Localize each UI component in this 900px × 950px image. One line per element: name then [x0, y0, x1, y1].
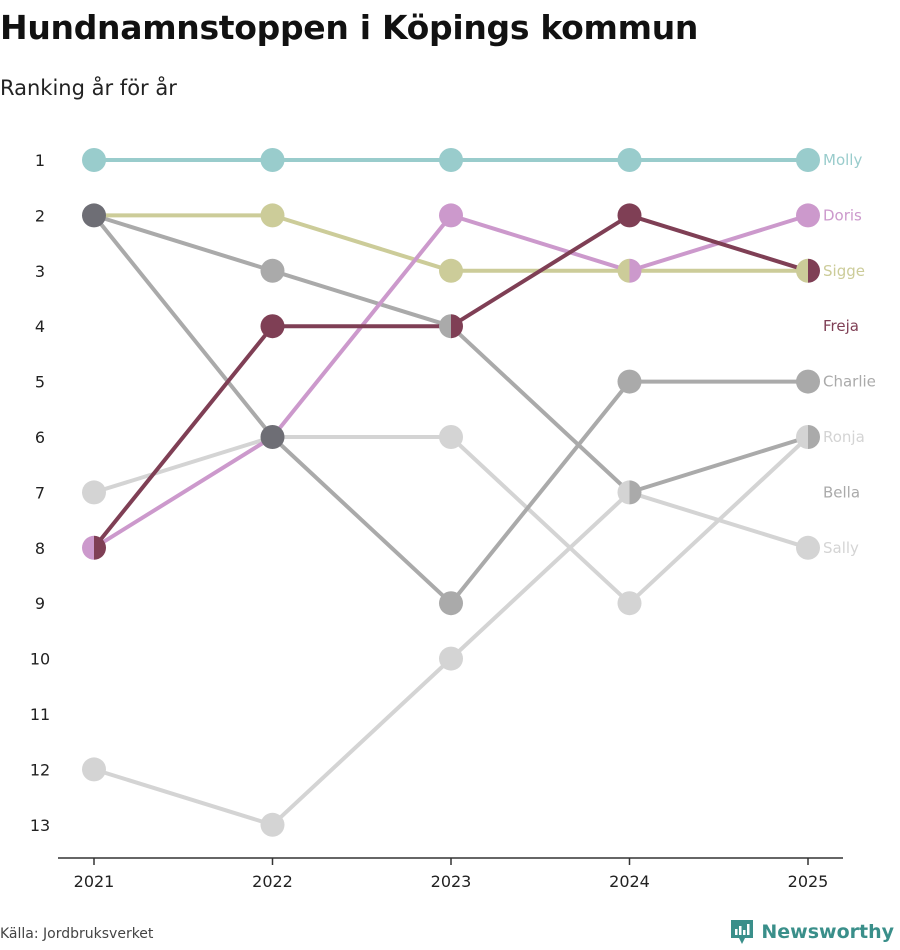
x-tick-label: 2021: [74, 872, 115, 891]
point-ronja-2022: [260, 258, 285, 283]
brand-logo[interactable]: Newsworthy: [729, 918, 894, 946]
point-sally-2022: [260, 812, 285, 837]
point-doris-2021: [82, 535, 94, 560]
point-sigge-2022: [260, 203, 285, 228]
y-tick-label: 12: [30, 760, 50, 779]
end-label-sally: Sally: [823, 539, 859, 557]
y-tick-label: 10: [30, 650, 50, 669]
x-axis: 2021 2022 2023 2024 2025: [58, 857, 843, 891]
point-ronja-2024: [629, 480, 642, 505]
y-tick-label: 7: [35, 483, 45, 502]
y-tick-label: 13: [30, 816, 50, 835]
point-charlie-2023: [439, 591, 463, 616]
end-labels: Molly Doris Sigge Freja Charlie Ronja Bella Sal…: [823, 151, 876, 557]
point-sally-2025: [796, 535, 820, 560]
point-sigge-2024: [617, 258, 630, 283]
y-tick-label: 3: [35, 262, 45, 281]
series-line-ronja: [92, 213, 810, 495]
series-points: [82, 148, 820, 837]
point-freja-2022: [260, 314, 285, 339]
x-tick-label: 2024: [609, 872, 650, 891]
point-bella-2023: [439, 425, 463, 449]
brand-name: Newsworthy: [761, 921, 894, 943]
point-sigge-2025: [796, 258, 808, 283]
end-label-freja: Freja: [823, 317, 859, 335]
point-doris-2025: [796, 203, 820, 228]
series-line-bella: [92, 435, 810, 606]
point-charlie-2024: [617, 369, 642, 394]
point-freja-2021: [94, 535, 107, 560]
end-label-molly: Molly: [823, 151, 862, 169]
point-ronja-2025: [808, 425, 820, 449]
y-tick-label: 8: [35, 539, 45, 558]
end-label-ronja: Ronja: [823, 428, 865, 446]
y-tick-label: 6: [35, 428, 45, 447]
x-tick-label: 2022: [252, 872, 293, 891]
point-molly-2024: [617, 148, 642, 172]
end-label-charlie: Charlie: [823, 373, 876, 391]
y-tick-label: 9: [35, 594, 45, 613]
point-bella-2025: [796, 425, 808, 449]
point-molly-2023: [439, 148, 463, 172]
end-label-sigge: Sigge: [823, 262, 865, 280]
point-sally-2024: [617, 480, 630, 505]
point-freja-2025: [808, 258, 820, 283]
chart-title: Hundnamnstoppen i Köpings kommun: [0, 8, 699, 47]
point-doris-2023: [439, 203, 463, 228]
y-tick-label: 2: [35, 206, 45, 225]
y-tick-label: 5: [35, 373, 45, 392]
point-charlie-2025: [796, 369, 820, 394]
newsworthy-logo-icon: [731, 920, 754, 944]
point-ronja-2023: [439, 314, 451, 339]
point-doris-2024: [629, 258, 642, 283]
y-tick-label: 4: [35, 317, 45, 336]
point-freja-2023: [451, 314, 464, 339]
end-label-doris: Doris: [823, 206, 862, 224]
point-bella-2024: [617, 591, 642, 616]
point-molly-2025: [796, 148, 820, 172]
chart-subtitle: Ranking år för år: [0, 76, 177, 100]
point-molly-2022: [260, 148, 285, 172]
source-note: Källa: Jordbruksverket: [0, 926, 154, 942]
point-sigge-2023: [439, 258, 463, 283]
end-label-bella: Bella: [823, 483, 860, 501]
point-bella-2021: [82, 480, 106, 505]
point-molly-2021: [82, 148, 106, 172]
x-tick-label: 2025: [788, 872, 829, 891]
point-shared-2021: [82, 203, 106, 228]
point-sally-2021: [82, 757, 106, 782]
point-sally-2023: [439, 646, 463, 671]
y-tick-label: 1: [35, 151, 45, 170]
point-freja-2024: [617, 203, 642, 228]
y-tick-label: 11: [30, 705, 50, 724]
x-tick-label: 2023: [431, 872, 472, 891]
point-shared-2022: [260, 425, 285, 449]
